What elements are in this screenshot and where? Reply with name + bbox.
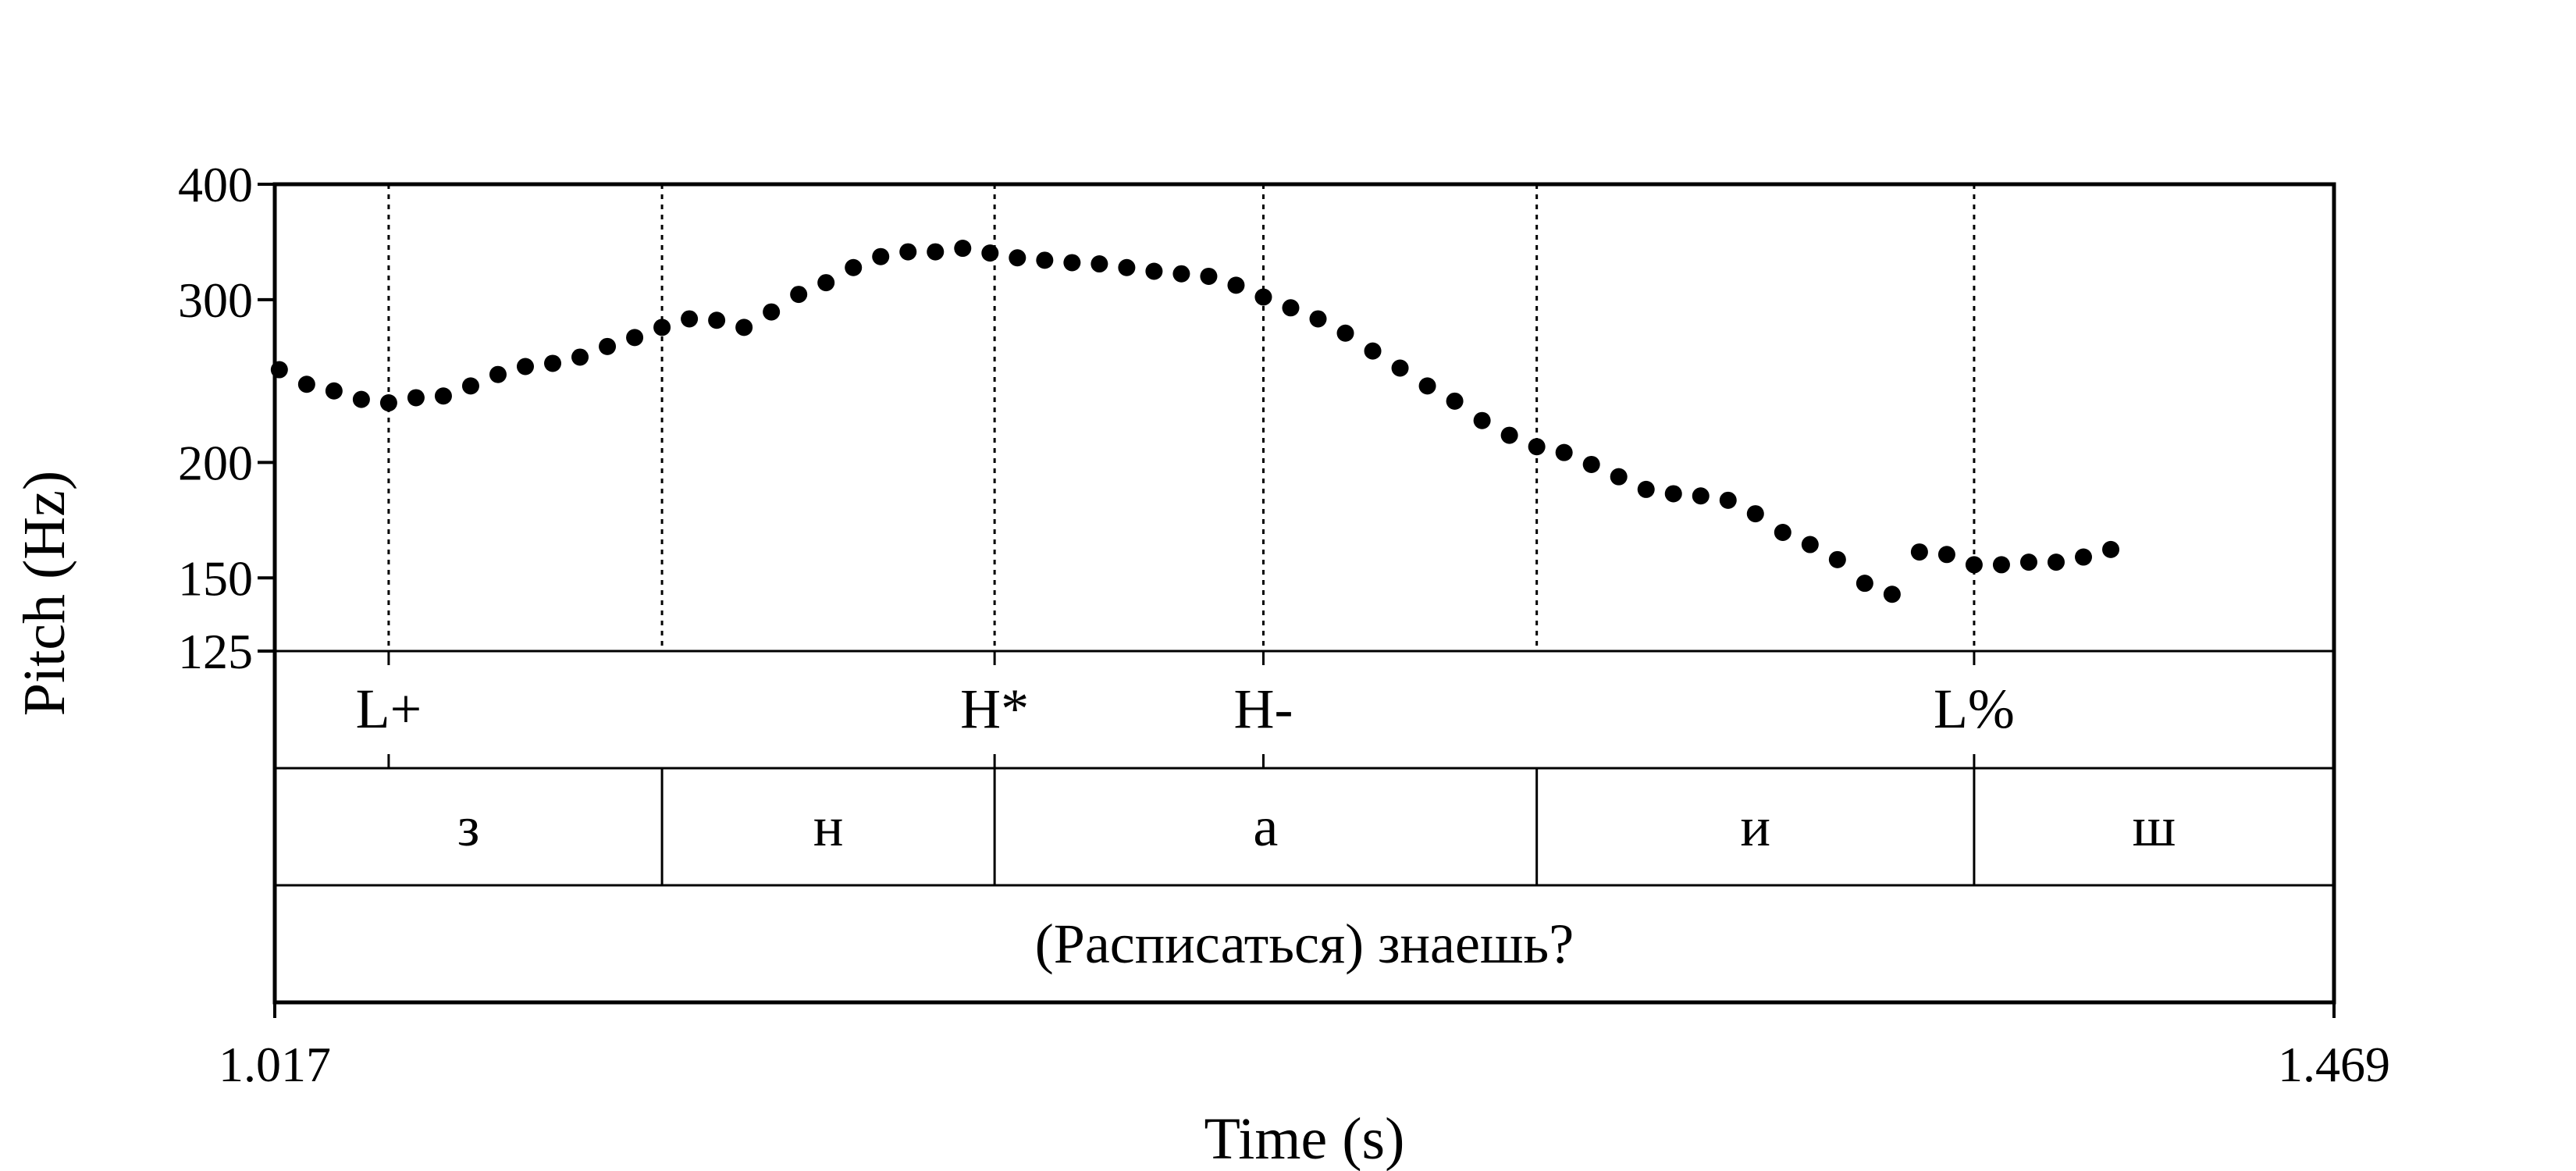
pitch-point (599, 337, 617, 355)
pitch-point (954, 240, 972, 258)
tone-label: L+ (356, 678, 422, 740)
pitch-point (2019, 553, 2037, 571)
pitch-point (1992, 556, 2010, 574)
pitch-point (1227, 276, 1245, 294)
pitch-point (1172, 265, 1190, 283)
pitch-point (1883, 586, 1901, 603)
pitch-point (407, 389, 425, 407)
pitch-point (763, 303, 781, 321)
x-tick-label: 1.469 (2278, 1037, 2390, 1092)
pitch-point (1719, 491, 1737, 509)
pitch-point (1910, 543, 1928, 561)
pitch-point (1391, 359, 1409, 377)
pitch-point (653, 319, 671, 336)
pitch-point (1637, 480, 1655, 498)
pitch-point (927, 243, 945, 261)
pitch-point (1282, 299, 1300, 317)
pitch-point (1692, 487, 1710, 505)
pitch-point (1582, 455, 1600, 473)
tone-label: L% (1934, 678, 2015, 740)
x-tick-label: 1.017 (219, 1037, 331, 1092)
pitch-point (1937, 546, 1955, 564)
pitch-point (1774, 524, 1791, 542)
pitch-points (270, 240, 2120, 603)
segment-label: а (1253, 795, 1278, 858)
pitch-point (1446, 392, 1464, 410)
pitch-point (1828, 550, 1846, 568)
pitch-point (817, 274, 835, 292)
pitch-point (352, 390, 370, 408)
pitch-point (1746, 505, 1764, 523)
pitch-point (1801, 536, 1819, 553)
pitch-point (461, 377, 479, 395)
segment-label: з (457, 795, 479, 858)
pitch-point (735, 319, 753, 336)
pitch-point (1200, 267, 1218, 285)
pitch-point (489, 365, 507, 383)
pitch-point (2075, 548, 2093, 566)
pitch-point (1418, 377, 1436, 395)
segment-label: и (1741, 795, 1771, 858)
pitch-point (516, 358, 534, 376)
y-axis-label: Pitch (Hz) (12, 471, 77, 716)
y-tick-label: 200 (178, 435, 253, 490)
pitch-point (1500, 426, 1518, 444)
pitch-point (1309, 310, 1327, 328)
pitch-point (2047, 553, 2065, 571)
y-tick-label: 300 (178, 272, 253, 328)
pitch-point (1336, 324, 1354, 342)
pitch-point (1036, 251, 1054, 269)
pitch-point (1528, 438, 1546, 456)
pitch-point (899, 243, 917, 261)
pitch-point (1254, 288, 1272, 306)
pitch-point (1473, 411, 1491, 429)
pitch-point (1091, 255, 1108, 273)
pitch-point (872, 247, 890, 265)
pitch-point (1664, 485, 1682, 503)
plot-frame (272, 182, 2336, 1005)
pitch-point (1965, 556, 1983, 574)
segment-label: н (813, 795, 844, 858)
pitch-point (1145, 262, 1163, 280)
y-tick-label: 125 (178, 624, 253, 679)
pitch-point (981, 244, 999, 262)
pitch-point (626, 329, 644, 347)
pitch-point (1610, 468, 1628, 486)
y-tick-label: 150 (178, 550, 253, 606)
pitch-point (297, 376, 315, 393)
tone-label: H- (1233, 678, 1293, 740)
pitch-point (1856, 575, 1873, 593)
pitch-point (1364, 342, 1382, 360)
pitch-point (1118, 258, 1136, 276)
pitch-point (1063, 254, 1081, 272)
pitch-point (325, 382, 343, 400)
pitch-point (379, 394, 397, 412)
pitch-point (1555, 443, 1573, 461)
pitch-point (1009, 249, 1026, 267)
pitch-point (790, 286, 808, 304)
pitch-point (2102, 540, 2120, 558)
pitch-point (681, 310, 699, 328)
segment-label: ш (2133, 795, 2176, 858)
phrase-label: (Расписаться) знаешь? (1035, 913, 1574, 975)
pitch-point (544, 354, 562, 372)
axes: 400 300 200 150 125 1.017 1.469 (178, 157, 2390, 1092)
boundary-guides (387, 184, 1976, 651)
pitch-point (845, 258, 863, 276)
pitch-point (708, 311, 726, 329)
annotation-tiers: L+ H* H- L% з н а и ш (Расписаться) знаешь? (275, 650, 2334, 975)
x-axis-label: Time (s) (1204, 1106, 1405, 1171)
pitch-point (571, 348, 589, 366)
y-tick-label: 400 (178, 157, 253, 212)
tone-label: H* (960, 678, 1029, 740)
pitch-point (434, 387, 452, 405)
